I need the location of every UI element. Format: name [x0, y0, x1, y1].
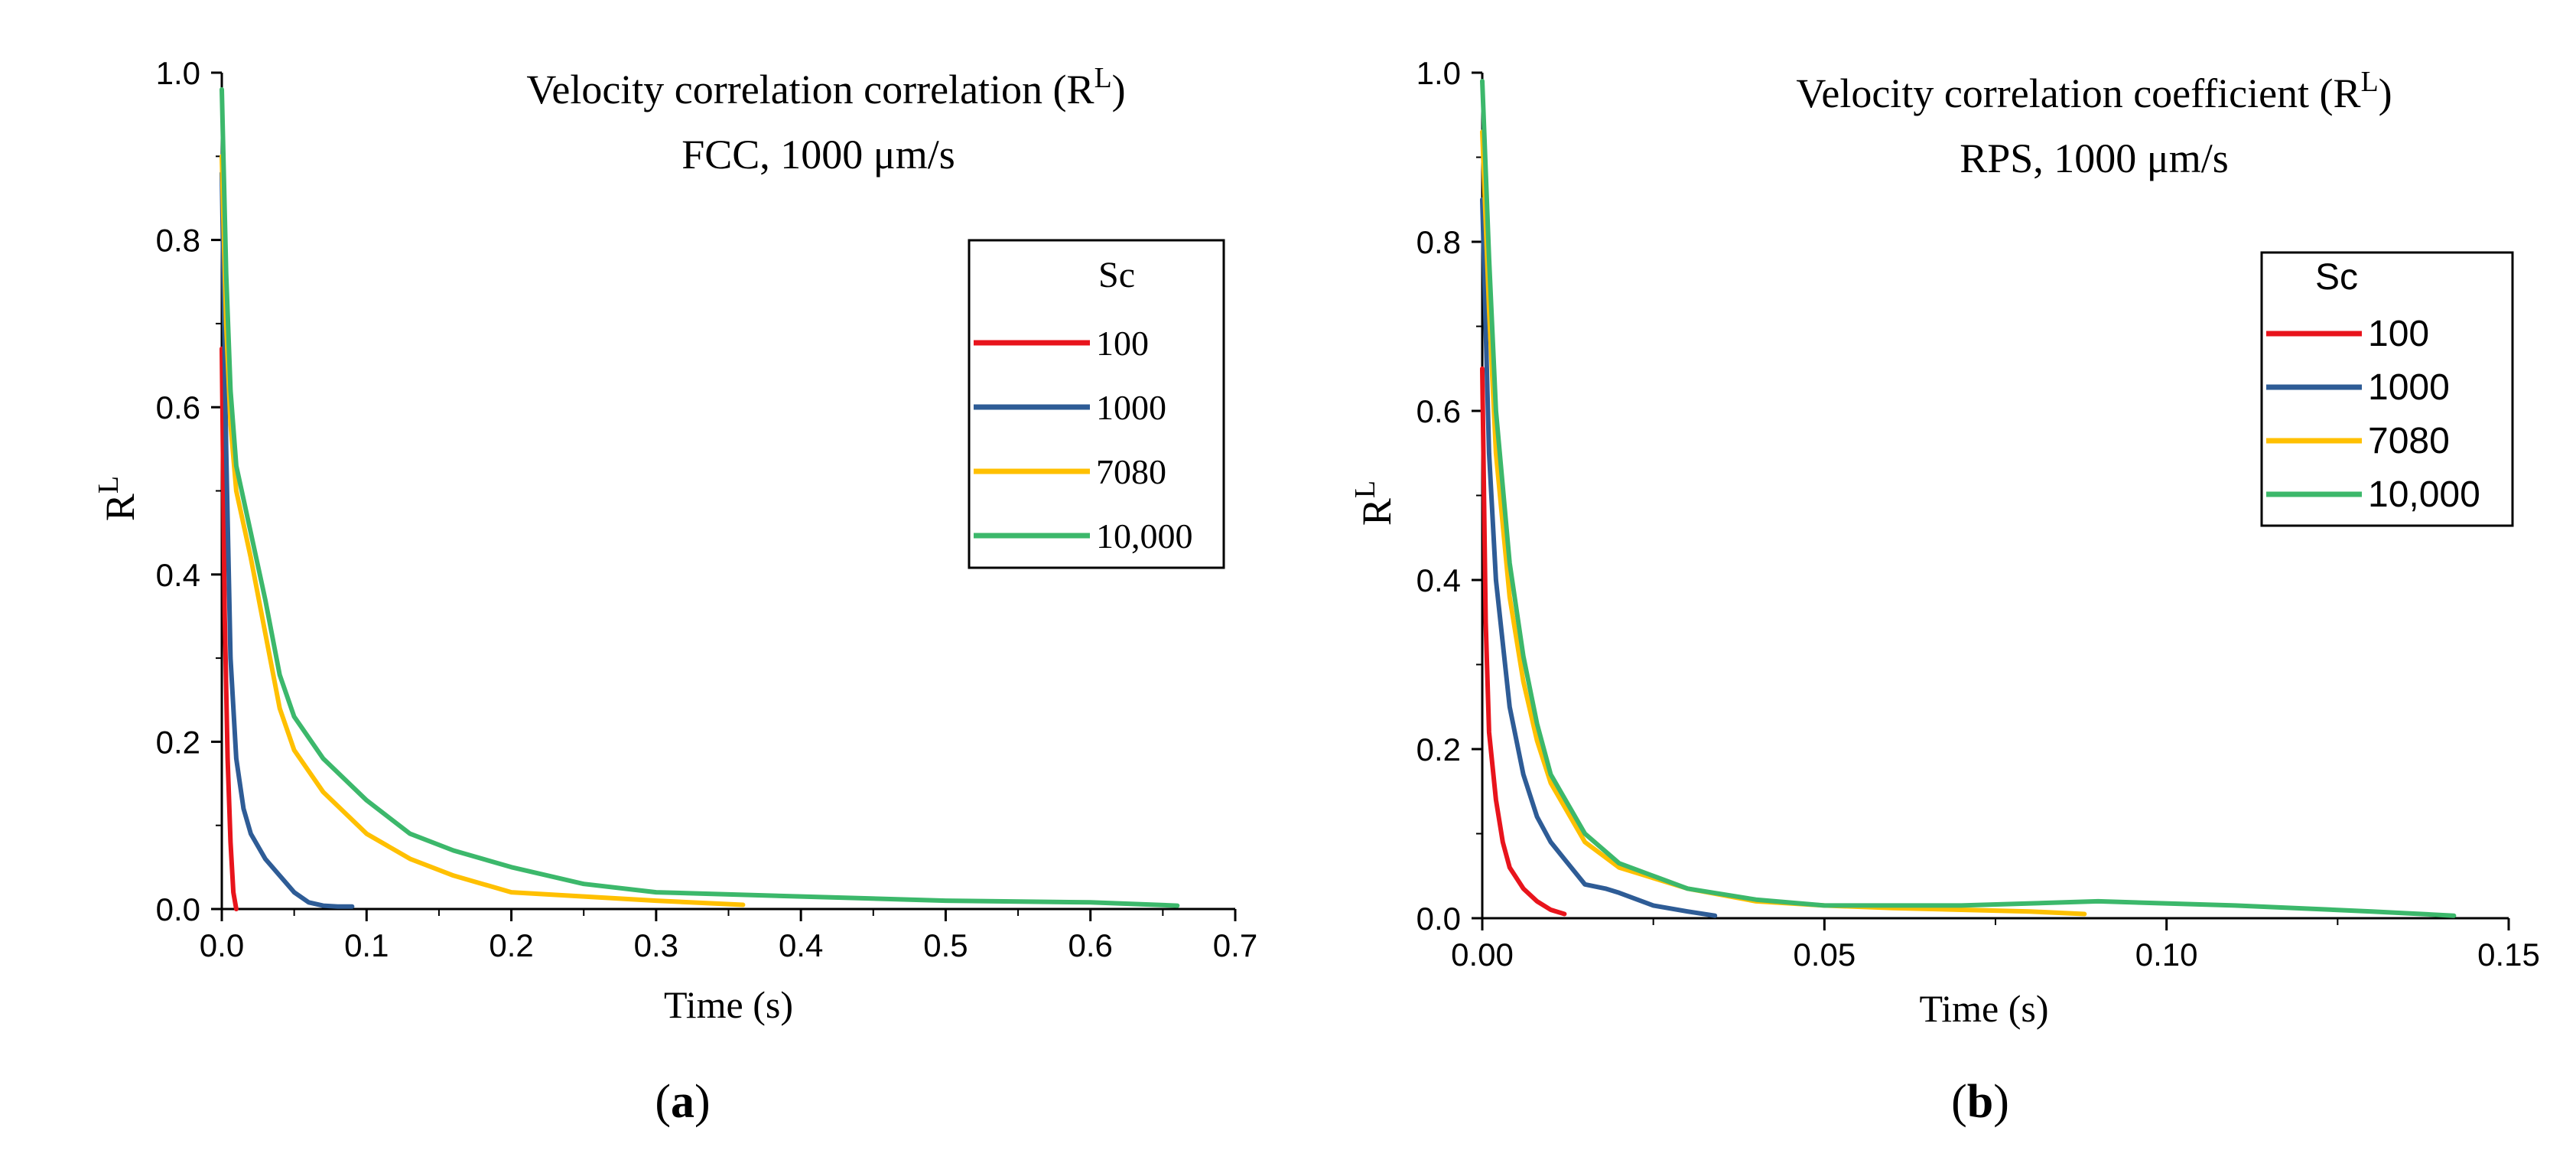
legend-title: Sc [2315, 257, 2358, 298]
x-tick-label: 0.10 [2135, 937, 2198, 973]
panel-label-close: ) [1993, 1076, 2009, 1128]
x-tick-label: 0.0 [200, 927, 244, 963]
y-tick-label: 0.0 [1416, 901, 1461, 937]
panel-label-letter: b [1967, 1076, 1993, 1128]
panel-label-open: ( [1951, 1076, 1967, 1128]
legend-label-7080: 7080 [1096, 452, 1166, 491]
series-line-1000 [220, 171, 355, 909]
chart-title: Velocity correlation correlation (RL) [526, 62, 1125, 112]
series-line-10000 [1480, 79, 2457, 918]
legend-label-7080: 7080 [2368, 421, 2450, 461]
y-tick-label: 1.0 [1416, 55, 1461, 91]
series-line-100 [1480, 366, 1567, 917]
y-tick-label: 0.8 [156, 223, 200, 259]
legend-label-1000: 1000 [2368, 367, 2450, 408]
panel-label-letter: a [671, 1076, 694, 1128]
x-tick-label: 0.00 [1451, 937, 1514, 973]
chart-title-text: Velocity correlation coefficient (R [1796, 70, 2360, 116]
chart-title-close: ) [2379, 70, 2392, 116]
y-tick-label: 0.6 [1416, 393, 1461, 429]
chart-title-close: ) [1112, 67, 1126, 112]
panel-label-close: ) [694, 1076, 711, 1128]
legend-label-100: 100 [1096, 324, 1149, 363]
legend-title: Sc [1098, 255, 1135, 295]
chart-title: Velocity correlation coefficient (RL) [1796, 66, 2392, 116]
y-axis-label-superscript: L [93, 476, 125, 494]
y-axis-label-superscript: L [1349, 481, 1381, 498]
x-tick-label: 0.15 [2477, 937, 2540, 973]
chart-title-superscript: L [2361, 66, 2379, 98]
x-tick-label: 0.6 [1068, 927, 1113, 963]
chart-subtitle: RPS, 1000 μm/s [1960, 135, 2229, 181]
x-tick-label: 0.1 [344, 927, 389, 963]
y-axis-label: RL [1349, 481, 1400, 526]
y-tick-label: 0.8 [1416, 224, 1461, 260]
y-tick-label: 0.6 [156, 389, 200, 425]
x-tick-label: 0.4 [779, 927, 823, 963]
y-tick-label: 0.0 [156, 891, 200, 927]
y-axis-label: RL [93, 476, 143, 521]
series-line-100 [220, 346, 239, 911]
series-line-1000 [1480, 197, 1718, 918]
series-line-7080 [1480, 129, 2087, 917]
x-axis-label: Time (s) [1919, 987, 2048, 1030]
x-tick-label: 0.3 [634, 927, 678, 963]
legend-label-1000: 1000 [1096, 388, 1166, 427]
y-tick-label: 0.4 [156, 557, 200, 593]
y-tick-label: 0.2 [1416, 732, 1461, 767]
y-axis-label-text: R [1354, 498, 1400, 526]
panel-label: (b) [1951, 1076, 2009, 1128]
chart-subtitle: FCC, 1000 μm/s [681, 132, 955, 178]
series-line-7080 [220, 154, 746, 907]
legend-label-100: 100 [2368, 314, 2429, 354]
series-line-10000 [220, 86, 1180, 908]
y-tick-label: 1.0 [156, 55, 200, 91]
y-tick-label: 0.2 [156, 724, 200, 760]
legend-label-10000: 10,000 [2368, 474, 2480, 515]
legend: Sc 100 1000 7080 10,000 [968, 239, 1225, 569]
y-tick-label: 0.4 [1416, 562, 1461, 598]
y-axis-label-text: R [97, 494, 143, 521]
chart-title-text: Velocity correlation correlation (R [526, 67, 1094, 112]
chart-title-superscript: L [1094, 62, 1112, 94]
panel-label-open: ( [655, 1076, 671, 1128]
chart-panel-a: 0.0 0.1 0.2 0.3 0.4 0.5 0.6 0.7 0.0 0.2 0.4 0.6 0.8 1… [93, 55, 1257, 1128]
x-axis-label: Time (s) [664, 983, 793, 1026]
legend-box [968, 239, 1225, 569]
x-tick-label: 0.05 [1793, 937, 1856, 973]
panel-label: (a) [655, 1076, 710, 1128]
x-tick-label: 0.2 [489, 927, 533, 963]
x-tick-label: 0.7 [1213, 927, 1257, 963]
legend-label-10000: 10,000 [1096, 516, 1193, 556]
x-tick-label: 0.5 [923, 927, 968, 963]
chart-panel-b: 0.00 0.05 0.10 0.15 0.0 0.2 0.4 0.6 0.8 1.0 Veloci… [1349, 55, 2540, 1128]
